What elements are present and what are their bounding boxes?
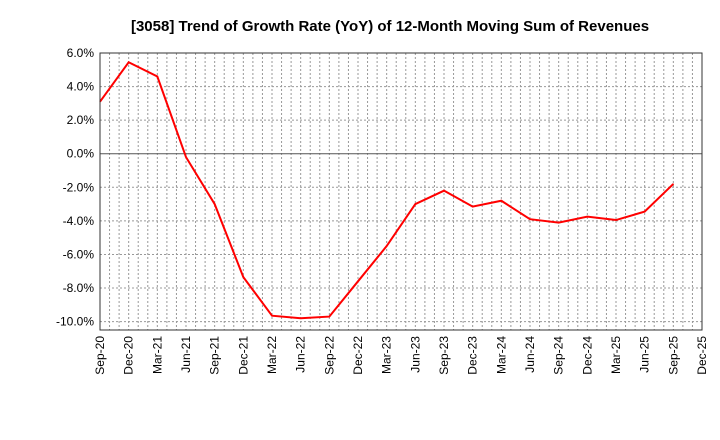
data-point <box>472 206 474 208</box>
x-tick-label: Sep-22 <box>322 336 336 375</box>
y-tick-label: 4.0% <box>67 80 95 94</box>
data-point <box>214 203 216 205</box>
x-tick-label: Dec-25 <box>695 336 709 375</box>
data-point <box>242 276 244 278</box>
y-tick-label: 0.0% <box>67 147 95 161</box>
x-tick-label: Jun-24 <box>523 336 537 373</box>
x-tick-label: Dec-21 <box>236 336 250 375</box>
x-tick-label: Dec-23 <box>466 336 480 375</box>
x-tick-label: Dec-20 <box>122 336 136 375</box>
data-point <box>156 76 158 78</box>
data-point <box>500 200 502 202</box>
data-point <box>414 203 416 205</box>
y-tick-label: -6.0% <box>63 247 95 261</box>
data-point <box>386 245 388 247</box>
x-tick-label: Sep-23 <box>437 336 451 375</box>
data-point <box>443 190 445 192</box>
x-tick-label: Sep-25 <box>666 336 680 375</box>
data-point <box>185 156 187 158</box>
data-point <box>300 317 302 319</box>
y-tick-label: 2.0% <box>67 113 95 127</box>
x-tick-label: Jun-21 <box>179 336 193 373</box>
y-tick-label: -4.0% <box>63 214 95 228</box>
x-tick-label: Sep-20 <box>93 336 107 375</box>
data-point <box>357 280 359 282</box>
data-point <box>586 216 588 218</box>
x-tick-label: Jun-25 <box>638 336 652 373</box>
data-point <box>128 61 130 63</box>
x-tick-label: Sep-21 <box>208 336 222 375</box>
x-tick-label: Mar-24 <box>494 336 508 374</box>
y-tick-label: -8.0% <box>63 281 95 295</box>
data-point <box>328 316 330 318</box>
data-point <box>672 183 674 185</box>
x-tick-label: Jun-23 <box>408 336 422 373</box>
x-tick-label: Dec-24 <box>580 336 594 375</box>
x-tick-label: Mar-21 <box>150 336 164 374</box>
x-tick-label: Mar-23 <box>380 336 394 374</box>
data-point <box>271 315 273 317</box>
chart-title: [3058] Trend of Growth Rate (YoY) of 12-… <box>131 18 649 35</box>
x-tick-label: Dec-22 <box>351 336 365 375</box>
data-point <box>558 222 560 224</box>
x-tick-label: Sep-24 <box>552 336 566 375</box>
plot-area-border <box>99 52 703 331</box>
data-point <box>644 211 646 213</box>
x-tick-label: Mar-25 <box>609 336 623 374</box>
data-point <box>529 218 531 220</box>
y-tick-label: 6.0% <box>67 46 95 60</box>
x-tick-label: Jun-22 <box>294 336 308 373</box>
y-tick-label: -10.0% <box>56 315 94 329</box>
x-tick-label: Mar-22 <box>265 336 279 374</box>
y-tick-label: -2.0% <box>63 180 95 194</box>
data-point <box>615 219 617 221</box>
